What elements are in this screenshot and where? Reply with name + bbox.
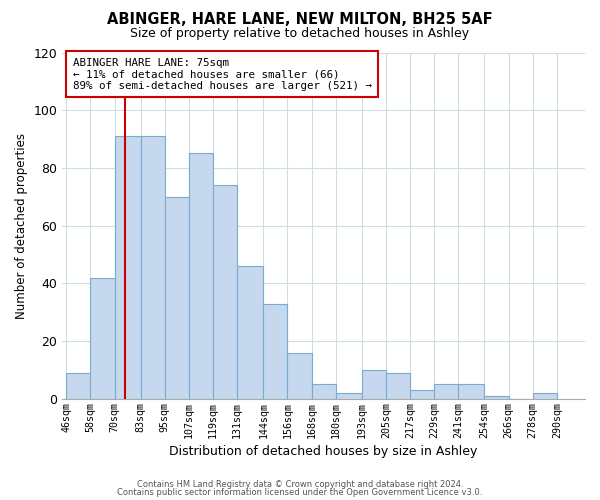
- Text: ABINGER HARE LANE: 75sqm
← 11% of detached houses are smaller (66)
89% of semi-d: ABINGER HARE LANE: 75sqm ← 11% of detach…: [73, 58, 372, 91]
- Bar: [458, 384, 484, 399]
- Bar: [189, 154, 213, 399]
- Bar: [67, 373, 91, 399]
- Text: ABINGER, HARE LANE, NEW MILTON, BH25 5AF: ABINGER, HARE LANE, NEW MILTON, BH25 5AF: [107, 12, 493, 28]
- Bar: [140, 136, 165, 399]
- Bar: [165, 197, 189, 399]
- Bar: [91, 278, 115, 399]
- Bar: [410, 390, 434, 399]
- Text: Contains public sector information licensed under the Open Government Licence v3: Contains public sector information licen…: [118, 488, 482, 497]
- Y-axis label: Number of detached properties: Number of detached properties: [15, 132, 28, 318]
- Bar: [115, 136, 140, 399]
- Text: Size of property relative to detached houses in Ashley: Size of property relative to detached ho…: [130, 28, 470, 40]
- Bar: [533, 393, 557, 399]
- X-axis label: Distribution of detached houses by size in Ashley: Distribution of detached houses by size …: [169, 444, 478, 458]
- Bar: [287, 352, 311, 399]
- Bar: [237, 266, 263, 399]
- Bar: [434, 384, 458, 399]
- Bar: [213, 185, 237, 399]
- Bar: [386, 373, 410, 399]
- Bar: [336, 393, 362, 399]
- Bar: [484, 396, 509, 399]
- Bar: [263, 304, 287, 399]
- Bar: [311, 384, 336, 399]
- Bar: [362, 370, 386, 399]
- Text: Contains HM Land Registry data © Crown copyright and database right 2024.: Contains HM Land Registry data © Crown c…: [137, 480, 463, 489]
